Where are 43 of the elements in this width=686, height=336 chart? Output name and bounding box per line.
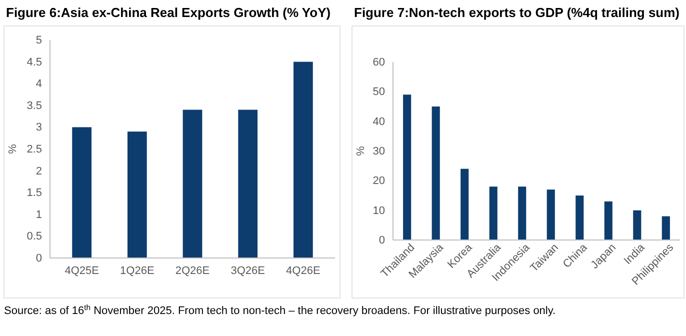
bar — [546, 190, 555, 240]
y-tick-label: 0.5 — [26, 230, 42, 243]
bar — [633, 210, 642, 240]
bar — [403, 94, 412, 240]
y-tick-label: 10 — [372, 204, 385, 217]
bar — [604, 201, 612, 240]
y-tick-label: 40 — [372, 116, 385, 128]
x-tick-label: 4Q26E — [286, 264, 320, 277]
x-tick-label: 2Q26E — [175, 264, 210, 277]
y-axis-title: % — [355, 146, 367, 156]
y-axis-title: % — [7, 144, 19, 154]
bar — [432, 106, 440, 240]
source-note: Source: as of 16$^{th}$ November 2025. From tech to non-tech – the recovery broadens. For illustrative purposes only. — [4, 302, 556, 317]
bar — [518, 186, 526, 240]
x-tick-label: 3Q26E — [230, 264, 265, 277]
y-tick-label: 1.5 — [26, 187, 42, 200]
y-tick-label: 2 — [36, 165, 42, 178]
y-tick-label: 0 — [378, 234, 385, 247]
x-tick-label: 1Q26E — [120, 264, 154, 277]
bar — [460, 168, 469, 240]
chart-title: Figure 7:Non-tech exports to GDP (%4q trailing sum) — [354, 5, 680, 20]
y-tick-label: 30 — [372, 146, 385, 158]
bar — [576, 196, 584, 240]
bar — [293, 62, 313, 258]
y-tick-label: 1 — [36, 208, 42, 221]
bar — [182, 110, 202, 258]
y-tick-label: 2.5 — [26, 144, 42, 156]
y-tick-label: 60 — [372, 56, 385, 69]
bar — [489, 186, 498, 240]
x-tick-label: 4Q25E — [64, 264, 99, 277]
y-tick-label: 4 — [36, 78, 42, 90]
y-tick-label: 5 — [36, 34, 42, 47]
y-tick-label: 3.5 — [26, 100, 42, 112]
bar — [127, 132, 147, 258]
y-tick-label: 50 — [372, 86, 385, 98]
y-tick-label: 0 — [36, 252, 42, 265]
bar — [238, 110, 258, 258]
bar — [72, 127, 92, 258]
y-tick-label: 20 — [372, 175, 385, 188]
y-tick-label: 3 — [36, 122, 42, 134]
bar — [662, 216, 670, 240]
chart-title: Figure 6:Asia ex-China Real Exports Growth (% YoY) — [6, 5, 331, 20]
y-tick-label: 4.5 — [26, 56, 42, 68]
